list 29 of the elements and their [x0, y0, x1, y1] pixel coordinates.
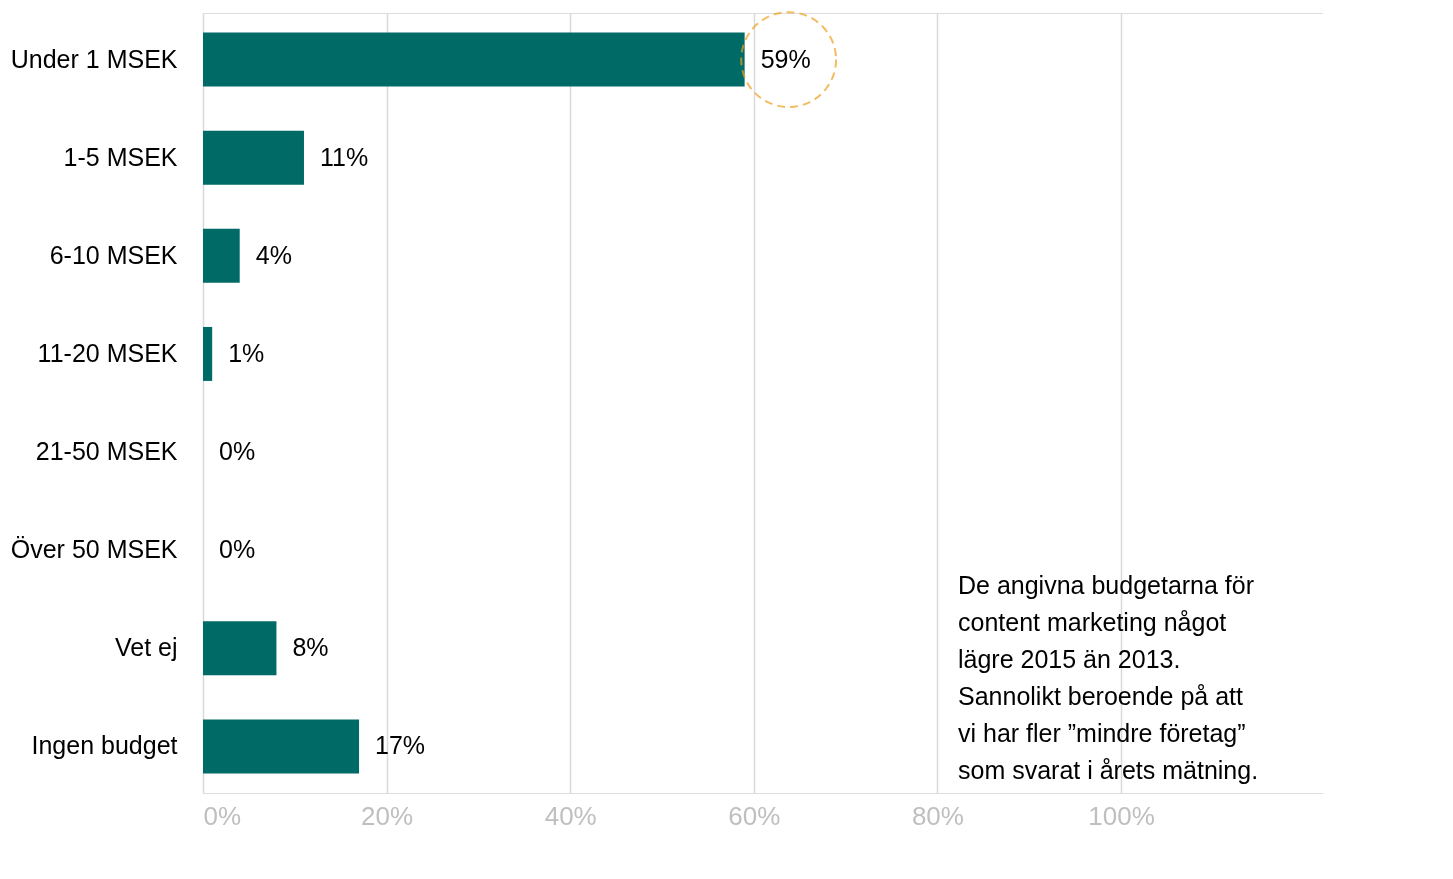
data-label: 4% [255, 240, 292, 269]
y-tick-label: 21-50 MSEK [35, 437, 178, 466]
data-label: 0% [219, 535, 256, 564]
y-tick-label: Under 1 MSEK [10, 44, 178, 73]
y-tick-label: 6-10 MSEK [49, 240, 178, 269]
y-tick-label: Ingen budget [31, 731, 178, 760]
bar [203, 32, 745, 87]
y-tick-label: Vet ej [114, 633, 178, 662]
x-tick-label: 0% [203, 800, 242, 831]
x-tick-label: 20% [361, 800, 414, 831]
data-label: 11% [319, 142, 369, 171]
y-tick-label: 11-20 MSEK [37, 338, 178, 367]
bar [203, 621, 277, 676]
data-label: 8% [292, 633, 329, 662]
bar [203, 130, 304, 185]
annotation: De angivna budgetarna för content marketing något lägre 2015 än 2013. Sannolikt beroende på att vi har fler ”mindre företag” som svarat i årets mätning. [958, 571, 1259, 784]
data-label: 1% [228, 338, 265, 367]
bar [203, 326, 213, 381]
x-tick-label: 80% [911, 800, 964, 831]
bar [203, 719, 360, 774]
x-tick-label: 100% [1088, 800, 1155, 831]
x-tick-label: 60% [728, 800, 781, 831]
data-label: 59% [760, 44, 811, 73]
y-tick-label: Över 50 MSEK [10, 535, 178, 564]
data-label: 17% [375, 731, 426, 760]
x-tick-label: 40% [544, 800, 597, 831]
y-tick-label: 1-5 MSEK [63, 142, 178, 171]
data-label: 0% [219, 437, 256, 466]
bar [203, 228, 240, 283]
